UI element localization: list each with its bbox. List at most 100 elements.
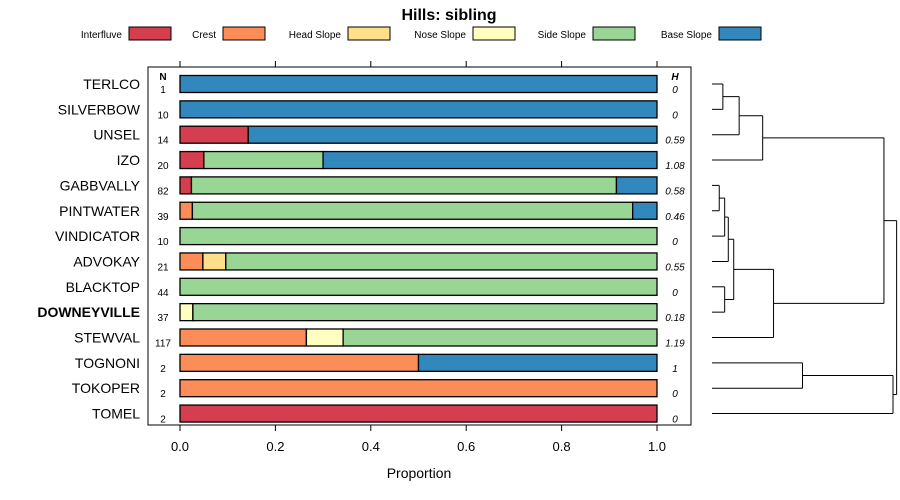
bar-segment	[179, 74, 658, 94]
h-value: 0.18	[665, 313, 685, 324]
chart-title: Hills: sibling	[401, 7, 496, 24]
bar-segment	[417, 353, 658, 373]
h-value: 0	[672, 288, 678, 299]
bar-segment	[179, 353, 420, 373]
row-label: IZO	[117, 152, 140, 168]
h-value: 1	[672, 364, 678, 375]
bar-segment	[179, 404, 658, 423]
bar-segment	[179, 100, 658, 119]
n-value: 39	[157, 212, 169, 223]
bar-segment	[179, 226, 658, 246]
bar-segment	[247, 125, 658, 144]
bars	[179, 74, 658, 423]
h-value: 0.46	[665, 212, 685, 223]
bar-segment	[615, 176, 658, 195]
n-value: 2	[160, 364, 166, 375]
legend: Interfluve Crest Head Slope Nose Slope Side …	[81, 26, 762, 41]
legend-swatch	[472, 26, 516, 41]
legend-label: Head Slope	[289, 30, 342, 41]
bar-segment	[632, 201, 658, 220]
row-label: BLACKTOP	[66, 279, 140, 295]
row-label: ADVOKAY	[73, 253, 140, 269]
bar-segment	[203, 150, 324, 170]
n-value: 10	[157, 110, 169, 121]
bar-segment	[179, 302, 194, 322]
row-label: DOWNEYVILLE	[37, 304, 140, 320]
row-label: STEWVAL	[74, 330, 140, 346]
n-value: 37	[157, 313, 169, 324]
bar-segment	[179, 252, 204, 271]
bar-segment	[179, 328, 308, 347]
row-label: SILVERBOW	[58, 101, 141, 117]
bar-segment	[190, 176, 618, 195]
legend-swatch	[128, 26, 172, 41]
bar-segment	[192, 302, 658, 322]
row-label: TOMEL	[92, 406, 140, 422]
row-label: TOKOPER	[72, 380, 140, 396]
n-value: 20	[157, 161, 169, 172]
h-value: 0.59	[665, 136, 685, 147]
h-labels: 0 0 0.59 1.08 0.58 0.46 0 0.55 0 0.18 1.19 1 0 0	[665, 85, 685, 426]
row-label: GABBVALLY	[60, 177, 141, 193]
legend-swatch	[718, 26, 762, 41]
dendrogram	[712, 83, 898, 415]
h-value: 0	[672, 85, 678, 96]
bar-segment	[179, 150, 205, 170]
h-value: 0.55	[665, 262, 685, 273]
bar-segment	[202, 252, 227, 271]
row-labels: TERLCO SILVERBOW UNSEL IZO GABBVALLY PINTWATE…	[37, 76, 140, 422]
x-tick-label: 0.0	[171, 439, 189, 454]
legend-label: Interfluve	[81, 30, 123, 41]
h-value: 0	[672, 237, 678, 248]
n-value: 2	[160, 389, 166, 400]
h-value: 0	[672, 389, 678, 400]
row-label: TOGNONI	[75, 355, 140, 371]
x-tick-label: 0.4	[362, 439, 380, 454]
n-value: 82	[157, 186, 169, 197]
row-label: VINDICATOR	[55, 228, 140, 244]
bar-segment	[322, 150, 658, 170]
x-axis: 0.0 0.2 0.4 0.6 0.8 1.0	[171, 61, 666, 454]
h-value: 0	[672, 110, 678, 121]
bar-segment	[179, 277, 658, 296]
bar-segment	[179, 176, 193, 195]
bar-segment	[225, 252, 658, 271]
bar-segment	[179, 379, 658, 398]
bar-segment	[179, 125, 249, 144]
bar-segment	[305, 328, 344, 347]
n-labels: 1 10 14 20 82 39 10 21 44 37 117 2 2 2	[155, 85, 171, 426]
h-value: 1.08	[665, 161, 685, 172]
n-value: 117	[155, 339, 171, 350]
n-value: 14	[157, 136, 169, 147]
legend-swatch	[592, 26, 636, 41]
h-column-header: H	[671, 72, 679, 83]
n-value: 2	[160, 415, 166, 426]
n-value: 1	[160, 85, 166, 96]
x-tick-label: 0.8	[553, 439, 571, 454]
legend-label: Side Slope	[538, 30, 587, 41]
bar-segment	[342, 328, 658, 347]
plot-frame	[147, 66, 692, 426]
n-column-header: N	[159, 72, 166, 83]
n-value: 44	[157, 288, 169, 299]
legend-label: Nose Slope	[414, 30, 466, 41]
row-label: PINTWATER	[59, 203, 140, 219]
legend-label: Crest	[192, 30, 216, 41]
h-value: 0.58	[665, 186, 685, 197]
bar-segment	[179, 201, 194, 220]
x-tick-label: 0.6	[457, 439, 475, 454]
row-label: UNSEL	[93, 127, 140, 143]
x-axis-title: Proportion	[387, 465, 452, 481]
legend-swatch	[222, 26, 266, 41]
legend-swatch	[347, 26, 391, 41]
x-tick-label: 1.0	[648, 439, 666, 454]
x-tick-label: 0.2	[266, 439, 284, 454]
h-value: 1.19	[665, 339, 685, 350]
n-value: 10	[157, 237, 169, 248]
legend-label: Base Slope	[661, 30, 713, 41]
h-value: 0	[672, 415, 678, 426]
row-label: TERLCO	[83, 76, 140, 92]
n-value: 21	[157, 262, 169, 273]
